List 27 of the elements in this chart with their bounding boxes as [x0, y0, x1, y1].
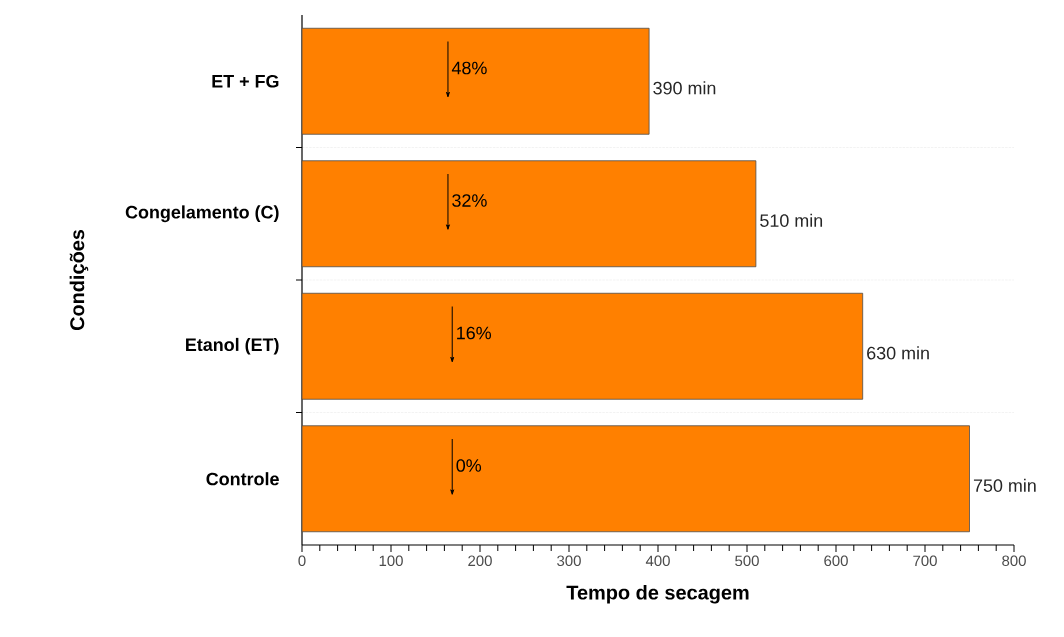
x-tick-label: 800 — [1002, 555, 1026, 567]
annotation: 48% — [451, 61, 487, 75]
data-label: 750 min — [973, 478, 1036, 492]
y-tick-label: ET + FG — [212, 74, 279, 88]
x-tick-label: 600 — [824, 555, 848, 567]
x-tick-label: 700 — [913, 555, 937, 567]
annotation: 0% — [456, 459, 482, 472]
annotation: 16% — [457, 326, 492, 340]
y-tick-label: Congelamento (C) — [125, 205, 279, 223]
x-tick-label: 300 — [557, 555, 581, 567]
x-tick-label: 500 — [735, 555, 759, 567]
x-tick-label: 400 — [645, 555, 670, 567]
bar — [301, 160, 757, 268]
annotation: 32% — [452, 194, 487, 207]
x-tick-label: 0 — [298, 555, 306, 567]
bar — [301, 292, 864, 400]
y-tick-label: Controle — [206, 472, 279, 486]
x-axis-title: Tempo de secagem — [566, 584, 749, 604]
data-label: 510 min — [760, 213, 823, 227]
bar — [301, 425, 970, 533]
y-tick-label: Etanol (ET) — [186, 337, 279, 355]
data-label: 630 min — [867, 346, 929, 360]
bar — [301, 27, 650, 135]
x-tick-label: 200 — [468, 555, 492, 567]
x-tick-label: 100 — [379, 555, 403, 567]
data-label: 390 min — [653, 81, 716, 95]
y-axis-title: Condições — [69, 229, 89, 331]
